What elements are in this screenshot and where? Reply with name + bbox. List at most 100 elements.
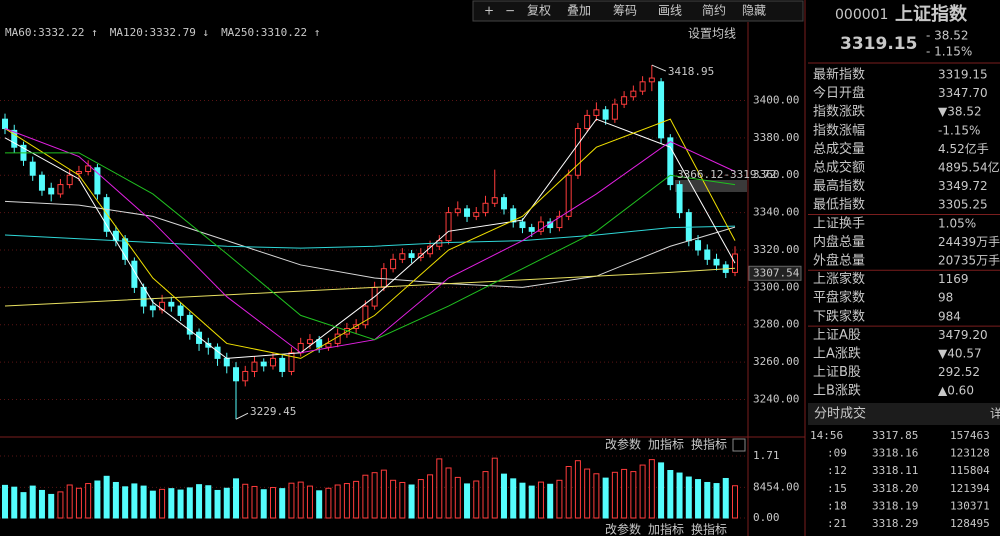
- trades-more[interactable]: 详: [990, 406, 1000, 421]
- quote-label: 指数涨跌: [813, 104, 865, 120]
- toolbar-button[interactable]: −: [505, 4, 515, 18]
- candle-body: [38, 174, 45, 191]
- volume-bar: [279, 488, 286, 519]
- quote-label: 上涨家数: [813, 271, 865, 287]
- candle-body: [159, 301, 166, 311]
- quote-value: 3305.25: [938, 198, 988, 212]
- volume-bar: [316, 490, 323, 519]
- quote-pct: - 1.15%: [926, 45, 972, 59]
- candle-body: [695, 240, 702, 251]
- volume-toolbar-button[interactable]: 加指标: [648, 522, 684, 536]
- toolbar-button[interactable]: 画线: [658, 4, 682, 18]
- volume-bar: [362, 474, 369, 519]
- volume-bar: [436, 458, 443, 519]
- toolbar: [472, 0, 804, 22]
- ma-line: [4, 118, 736, 359]
- volume-bar: [149, 490, 156, 519]
- volume-bar: [205, 485, 212, 519]
- quote-value: 3349.72: [938, 179, 988, 193]
- price-marker-label: 3307.54: [753, 266, 800, 279]
- volume-bar: [85, 483, 92, 519]
- volume-bar: [528, 485, 535, 519]
- volume-toolbar-button[interactable]: 换指标: [691, 522, 727, 536]
- trade-price: 3317.85: [872, 429, 918, 442]
- trade-volume: 157463: [950, 429, 990, 442]
- candle-body: [186, 314, 193, 335]
- volume-bar: [399, 481, 406, 519]
- sub-toolbar[interactable]: 设置均线: [688, 27, 736, 41]
- volume-toolbar-button[interactable]: 换指标: [691, 437, 727, 452]
- toolbar-button[interactable]: 筹码: [613, 4, 637, 18]
- trade-price: 3318.16: [872, 447, 918, 460]
- volume-bar: [427, 474, 434, 519]
- volume-bar: [306, 485, 313, 519]
- volume-bar: [695, 479, 702, 519]
- close-button[interactable]: [732, 438, 746, 452]
- toolbar-button[interactable]: 复权: [527, 4, 551, 18]
- candle-body: [11, 129, 18, 148]
- ma-line: [4, 267, 736, 307]
- volume-bar: [196, 484, 203, 519]
- quote-change: - 38.52: [926, 29, 969, 43]
- volume-bar: [648, 459, 655, 519]
- volume-bar: [122, 486, 129, 519]
- trade-price: 3318.29: [872, 517, 918, 530]
- trade-time: :18: [827, 499, 847, 512]
- candle-body: [269, 357, 276, 367]
- candle-body: [149, 305, 156, 311]
- quote-value: 4895.54亿元: [938, 160, 1000, 175]
- ma-line: [4, 118, 736, 359]
- toolbar-button[interactable]: +: [484, 4, 494, 18]
- volume-bar: [11, 486, 18, 519]
- candle-body: [260, 361, 267, 367]
- quote-label: 下跌家数: [813, 308, 865, 324]
- quote-code: 000001: [835, 7, 888, 23]
- ma-line: [4, 225, 736, 249]
- toolbar-button[interactable]: 叠加: [567, 4, 591, 18]
- volume-bar: [621, 468, 628, 519]
- volume-bar: [611, 471, 618, 519]
- trade-time: :09: [827, 447, 847, 460]
- volume-bar: [75, 487, 82, 519]
- volume-bar: [639, 464, 646, 519]
- volume-toolbar-button[interactable]: 改参数: [605, 437, 641, 452]
- volume-bar: [630, 471, 637, 519]
- trade-time: :21: [827, 517, 847, 530]
- quote-label: 最新指数: [813, 67, 865, 83]
- quote-label: 上证B股: [813, 365, 861, 380]
- ma-line: [5, 152, 736, 341]
- y-tick-label: 3340.00: [753, 206, 799, 219]
- quote-label: 外盘总量: [813, 253, 865, 269]
- candle-body: [639, 81, 646, 92]
- volume-bar: [574, 460, 581, 519]
- quote-value: 3319.15: [938, 68, 988, 82]
- volume-bar: [491, 457, 498, 519]
- range-label: 3366.12-3319.72: [677, 168, 776, 181]
- y-tick-label: 3240.00: [753, 392, 799, 405]
- candle-body: [473, 212, 480, 217]
- quote-value: ▲0.60: [938, 384, 974, 398]
- quote-label: 上B涨跌: [813, 383, 861, 399]
- candle-body: [112, 230, 119, 242]
- toolbar-button[interactable]: 隐藏: [742, 4, 766, 18]
- volume-bar: [103, 475, 110, 519]
- quote-value: 24439万手: [938, 235, 1000, 249]
- candle-body: [528, 227, 535, 232]
- annotation-arrow: [651, 64, 667, 72]
- volume-bar: [510, 478, 517, 519]
- quote-value: 1169: [938, 272, 969, 286]
- candle-body: [537, 221, 544, 232]
- volume-toolbar-button[interactable]: 改参数: [605, 522, 641, 536]
- volume-bar: [57, 491, 64, 519]
- quote-label: 上证A股: [813, 328, 861, 343]
- candle-body: [306, 339, 313, 344]
- candle-body: [242, 370, 249, 382]
- volume-bar: [732, 485, 738, 519]
- quote-value: 4.52亿手: [938, 141, 989, 156]
- quote-label: 上证换手: [813, 216, 865, 231]
- candle-body: [732, 253, 738, 273]
- trade-time: :12: [827, 464, 847, 477]
- toolbar-button[interactable]: 简约: [702, 3, 726, 18]
- volume-toolbar-button[interactable]: 加指标: [648, 437, 684, 452]
- y-tick-label: 3400.00: [753, 93, 799, 106]
